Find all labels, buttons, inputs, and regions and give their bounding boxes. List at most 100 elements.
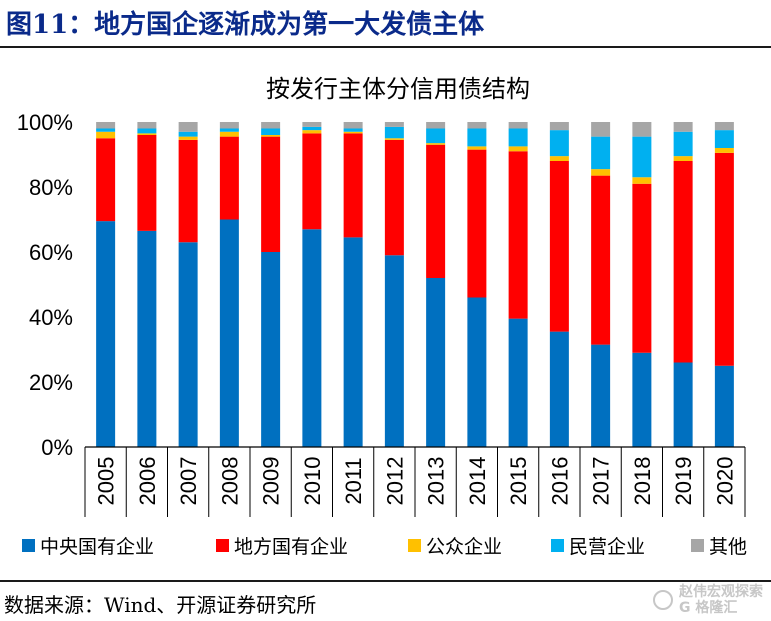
bar-segment [591,136,611,170]
bar-segment [714,365,734,447]
bar-segment [384,122,404,127]
bar-segment [343,128,363,132]
bar-segment [384,138,404,140]
bar-segment [261,135,281,137]
legend-label: 其他 [709,536,747,558]
bar-segment [96,221,116,447]
x-axis: 2005 2006 2007 2008 2009 2010 2011 2012 2013 2014… [84,446,746,517]
y-tick-label: 60% [29,240,73,265]
bar-segment [302,133,322,230]
bar-segment [508,146,528,152]
bar-segment [426,144,446,278]
bar-segment [508,318,528,447]
x-tick-label: 2010 [300,457,325,506]
bar-segment [632,177,652,184]
bar-segment [426,278,446,447]
legend-label: 民营企业 [569,536,645,558]
bar-segment [219,122,239,129]
bar-segment [137,133,157,135]
legend-swatch [216,539,229,552]
bar-segment [96,138,116,222]
x-tick-label: 2006 [135,457,160,506]
legend-label: 地方国有企业 [234,536,348,558]
bar-segment [549,156,569,161]
bar-segment [96,122,116,129]
bar-segment [632,122,652,137]
legend-swatch [691,539,704,552]
bar-segment [384,255,404,447]
bar-segment [508,128,528,147]
bar-segment [384,126,404,139]
wechat-icon [653,590,673,610]
bar-segment [632,352,652,447]
y-axis: 0% 20% 40% 60% 80% 100% [17,110,73,460]
bar-segment [673,362,693,447]
legend-swatch [22,539,35,552]
bar-segment [426,143,446,145]
bar-segment [467,146,487,150]
y-tick-label: 40% [29,305,73,330]
bar-segment [261,122,281,129]
bar-segment [302,130,322,134]
bar-segment [343,237,363,447]
bar-segment [219,136,239,220]
bar-segment [632,183,652,353]
x-tick-label: 2007 [176,457,201,506]
x-tick-label: 2018 [630,457,655,506]
bar-segment [549,122,569,131]
bar-segment [261,128,281,135]
bar-segment [219,219,239,447]
x-tick-label: 2016 [547,457,572,506]
bar-segment [261,252,281,447]
bar-segment [591,122,611,137]
top-divider [0,46,771,48]
bar-segment [673,156,693,161]
bar-segment [467,297,487,447]
bar-segment [508,122,528,129]
bar-segment [591,175,611,345]
bars-group [96,122,734,447]
bar-segment [96,131,116,139]
x-tick-label: 2005 [94,457,119,506]
bar-segment [467,128,487,147]
x-tick-label: 2013 [424,457,449,506]
bar-segment [343,131,363,134]
legend: 中央国有企业 地方国有企业 公众企业 民营企业 其他 [22,536,747,558]
bar-segment [549,161,569,332]
y-tick-label: 80% [29,175,73,200]
bar-segment [343,133,363,238]
bar-segment [302,229,322,447]
bar-segment [343,122,363,129]
bar-segment [178,122,198,132]
bar-segment [178,131,198,137]
stacked-bar-chart: 按发行主体分信用债结构 0%20%40%60%80%100% 2005 2006 2… [17,75,747,558]
bar-segment [96,128,116,132]
bar-segment [591,344,611,447]
bar-segment [219,131,239,137]
bar-segment [137,122,157,129]
watermark: 赵伟宏观探索 G 格隆汇 [653,584,763,616]
bar-segment [508,151,528,319]
bar-segment [178,136,198,140]
y-tick-label: 0% [41,435,73,460]
figure-title: 图11：地方国企逐渐成为第一大发债主体 [6,10,485,40]
legend-label: 中央国有企业 [40,536,154,558]
legend-swatch [551,539,564,552]
bar-segment [467,122,487,129]
watermark-name: 赵伟宏观探索 [679,584,763,600]
bar-segment [549,130,569,157]
x-tick-label: 2014 [465,457,490,506]
bar-segment [714,122,734,131]
x-tick-label: 2008 [217,457,242,506]
bar-segment [549,331,569,447]
x-tick-label: 2012 [382,457,407,506]
x-tick-label: 2019 [671,457,696,506]
bar-segment [426,122,446,129]
bar-segment [673,131,693,157]
y-tick-label: 20% [29,370,73,395]
bar-segment [261,136,281,252]
bar-segment [673,161,693,363]
bar-segment [302,122,322,127]
x-tick-label: 2017 [589,457,614,506]
bar-segment [137,230,157,447]
